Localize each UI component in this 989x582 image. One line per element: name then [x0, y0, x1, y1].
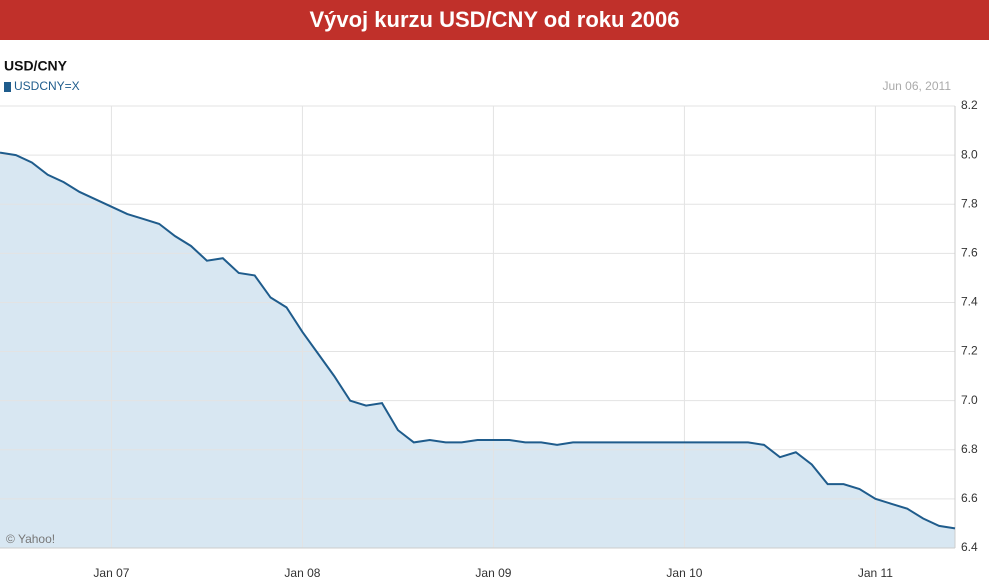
date-label: Jun 06, 2011 [882, 79, 951, 93]
y-tick-label: 7.0 [961, 393, 978, 407]
line [0, 151, 956, 530]
legend-swatch [4, 82, 11, 92]
chart-title: USD/CNY [4, 58, 68, 74]
y-tick-label: 7.8 [961, 196, 978, 210]
y-tick-label: 7.2 [961, 344, 978, 358]
credit: © Yahoo! [6, 532, 55, 546]
y-tick-label: 6.4 [961, 540, 978, 554]
y-tick-label: 6.8 [961, 442, 978, 456]
y-tick-label: 6.6 [961, 491, 978, 505]
page-title: Vývoj kurzu USD/CNY od roku 2006 [0, 0, 989, 40]
y-tick-label: 7.4 [961, 295, 978, 309]
chart: USD/CNY USDCNY=X Jun 06, 2011 6.4 6.6 6.8 7… [0, 58, 978, 580]
y-tick-label: 8.0 [961, 147, 978, 161]
x-tick-label: Jan 10 [666, 566, 702, 580]
y-tick-label: 7.6 [961, 246, 978, 260]
x-tick-label: Jan 11 [858, 566, 893, 580]
legend-label: USDCNY=X [14, 79, 80, 93]
area [0, 152, 955, 548]
x-tick-label: Jan 09 [475, 566, 511, 580]
x-tick-label: Jan 07 [93, 566, 129, 580]
y-tick-label: 8.2 [961, 98, 978, 112]
x-tick-label: Jan 08 [284, 566, 320, 580]
